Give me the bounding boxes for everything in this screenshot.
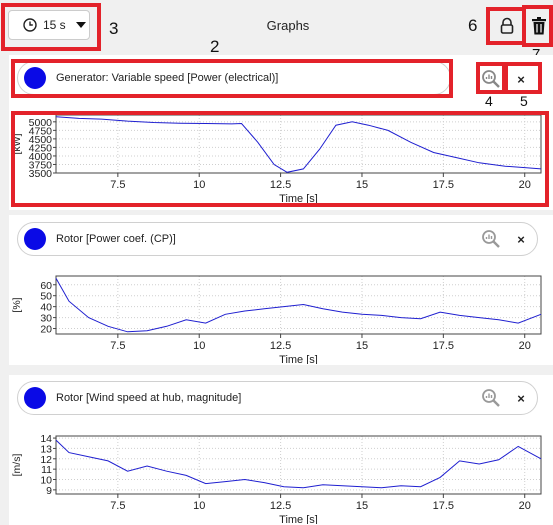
series-color-dot bbox=[24, 67, 46, 89]
remove-graph-button[interactable]: × bbox=[510, 228, 532, 250]
series-color-dot bbox=[24, 228, 46, 250]
x-tick-label: 7.5 bbox=[110, 179, 125, 191]
y-tick-label: 4750 bbox=[29, 125, 53, 137]
y-tick-label: 20 bbox=[40, 324, 52, 336]
x-tick-label: 12.5 bbox=[270, 179, 291, 191]
highlight-box-4 bbox=[476, 62, 506, 94]
callout-2: 2 bbox=[210, 37, 220, 56]
x-tick-label: 17.5 bbox=[433, 340, 454, 352]
y-tick-label: 4000 bbox=[29, 151, 53, 163]
signal-pill-3: Rotor [Wind speed at hub, magnitude] bbox=[17, 381, 538, 415]
x-tick-label: 10 bbox=[193, 340, 205, 352]
remove-graph-button[interactable]: × bbox=[510, 387, 532, 409]
x-axis-label: Time [s] bbox=[279, 354, 318, 364]
y-tick-label: 9 bbox=[46, 485, 52, 497]
delete-all-button[interactable] bbox=[525, 12, 553, 40]
y-tick-label: 30 bbox=[40, 313, 52, 325]
callout-3: 3 bbox=[109, 19, 119, 38]
signal-pill-1: Generator: Variable speed [Power (electr… bbox=[17, 61, 451, 95]
y-tick-label: 4250 bbox=[29, 142, 53, 154]
x-tick-label: 10 bbox=[193, 500, 205, 512]
x-tick-label: 15 bbox=[356, 340, 368, 352]
chevron-down-icon bbox=[75, 22, 86, 28]
y-tick-label: 11 bbox=[41, 464, 52, 476]
x-tick-label: 10 bbox=[193, 179, 205, 191]
y-tick-label: 12 bbox=[40, 454, 52, 466]
x-tick-label: 20 bbox=[519, 179, 531, 191]
signal-label: Generator: Variable speed [Power (electr… bbox=[56, 72, 279, 84]
x-tick-label: 12.5 bbox=[270, 500, 291, 512]
close-icon: × bbox=[517, 71, 525, 87]
y-tick-label: 10 bbox=[40, 475, 52, 487]
x-tick-label: 15 bbox=[356, 500, 368, 512]
x-tick-label: 7.5 bbox=[110, 500, 125, 512]
series-line bbox=[55, 116, 542, 173]
highlight-box-1 bbox=[11, 111, 549, 207]
y-tick-label: 5000 bbox=[29, 117, 53, 129]
clock-icon bbox=[23, 18, 37, 32]
close-icon: × bbox=[517, 390, 525, 406]
x-tick-label: 20 bbox=[519, 340, 531, 352]
x-tick-label: 17.5 bbox=[433, 500, 454, 512]
series-color-dot bbox=[24, 387, 46, 409]
highlight-box-7 bbox=[522, 5, 553, 47]
x-axis-label: Time [s] bbox=[279, 193, 318, 203]
x-tick-label: 12.5 bbox=[270, 340, 291, 352]
callout-6: 6 bbox=[468, 16, 478, 35]
zoom-fit-button[interactable] bbox=[480, 68, 502, 90]
lock-icon bbox=[500, 17, 514, 34]
highlight-box-3 bbox=[1, 3, 101, 51]
callout-5: 5 bbox=[520, 93, 528, 109]
y-axis-label: [%] bbox=[11, 297, 23, 312]
zoom-fit-button[interactable] bbox=[480, 228, 502, 250]
signal-label: Rotor [Power coef. (CP)] bbox=[56, 233, 176, 245]
y-tick-label: 4500 bbox=[29, 134, 53, 146]
x-tick-label: 15 bbox=[356, 179, 368, 191]
time-window-value: 15 s bbox=[43, 18, 66, 32]
series-line bbox=[55, 277, 542, 333]
y-tick-label: 60 bbox=[40, 280, 52, 292]
chart-1: 7.5 10 12.5 15 17.5 20 35003750400042504500475… bbox=[11, 114, 542, 203]
lock-button[interactable] bbox=[493, 12, 521, 40]
y-tick-label: 50 bbox=[40, 291, 52, 303]
y-tick-label: 13 bbox=[40, 443, 52, 455]
signal-label: Rotor [Wind speed at hub, magnitude] bbox=[56, 392, 242, 404]
x-tick-label: 7.5 bbox=[110, 340, 125, 352]
x-tick-label: 17.5 bbox=[433, 179, 454, 191]
callout-7: 7 bbox=[532, 46, 540, 63]
zoom-chart-icon bbox=[482, 389, 500, 407]
y-tick-label: 3500 bbox=[29, 168, 53, 180]
series-line bbox=[55, 439, 542, 489]
plot-frame bbox=[55, 114, 542, 174]
x-axis-label: Time [s] bbox=[279, 514, 318, 524]
y-axis-label: [m/s] bbox=[11, 454, 23, 477]
zoom-chart-icon bbox=[482, 70, 500, 88]
time-window-dropdown[interactable]: 15 s bbox=[8, 10, 90, 40]
y-tick-label: 14 bbox=[40, 433, 52, 445]
callout-4: 4 bbox=[485, 93, 493, 109]
plot-frame bbox=[55, 435, 542, 495]
highlight-box-6 bbox=[486, 7, 526, 45]
zoom-chart-icon bbox=[482, 230, 500, 248]
highlight-box-2 bbox=[11, 59, 453, 98]
trash-icon bbox=[532, 17, 546, 35]
signal-pill-2: Rotor [Power coef. (CP)] bbox=[17, 222, 538, 256]
zoom-fit-button[interactable] bbox=[480, 387, 502, 409]
plot-frame bbox=[55, 275, 542, 335]
y-tick-label: 40 bbox=[40, 302, 52, 314]
x-tick-label: 20 bbox=[519, 500, 531, 512]
close-icon: × bbox=[517, 231, 525, 247]
highlight-box-5 bbox=[504, 62, 542, 94]
remove-graph-button[interactable]: × bbox=[510, 68, 532, 90]
y-tick-label: 3750 bbox=[29, 159, 53, 171]
page-title: Graphs bbox=[266, 18, 310, 33]
